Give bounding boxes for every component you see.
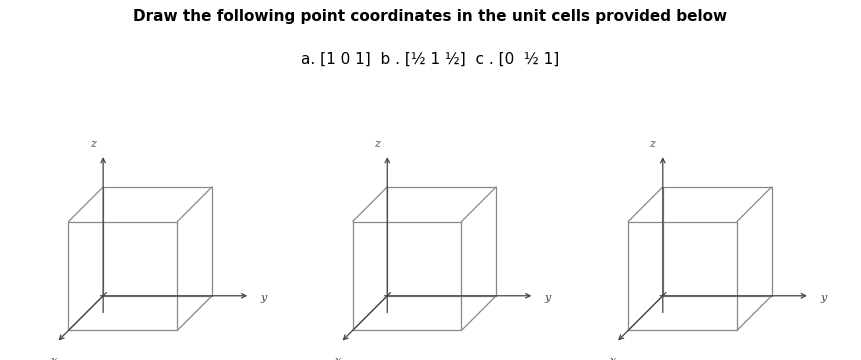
Text: x: x xyxy=(51,356,57,360)
Text: Draw the following point coordinates in the unit cells provided below: Draw the following point coordinates in … xyxy=(133,9,728,24)
Text: z: z xyxy=(90,139,96,149)
Text: y: y xyxy=(545,293,551,303)
Text: a. [1 0 1]  b . [½ 1 ½]  c . [0  ½ 1]: a. [1 0 1] b . [½ 1 ½] c . [0 ½ 1] xyxy=(301,52,560,67)
Text: x: x xyxy=(610,356,616,360)
Text: z: z xyxy=(649,139,655,149)
Text: x: x xyxy=(335,356,341,360)
Text: y: y xyxy=(261,293,267,303)
Text: z: z xyxy=(374,139,380,149)
Text: y: y xyxy=(821,293,827,303)
